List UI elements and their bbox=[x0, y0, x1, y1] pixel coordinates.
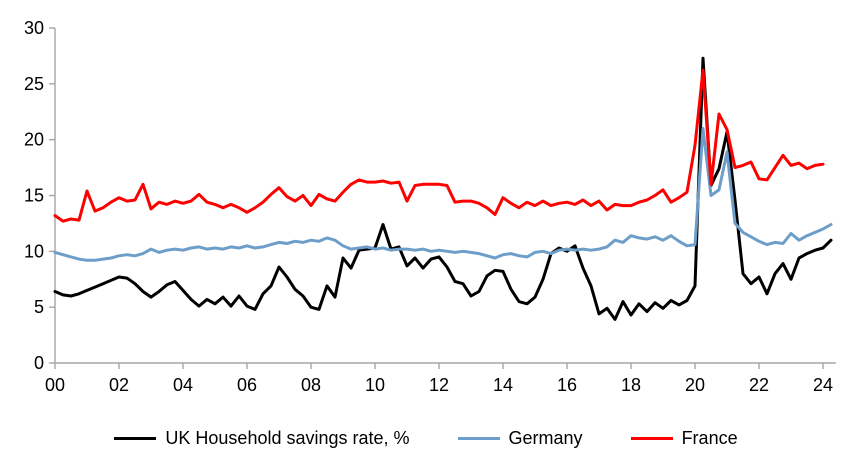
x-tick-label: 02 bbox=[109, 375, 129, 395]
x-tick-label: 24 bbox=[813, 375, 833, 395]
x-tick-label: 14 bbox=[493, 375, 513, 395]
series-line-0 bbox=[53, 56, 833, 321]
y-tick-label: 5 bbox=[34, 297, 44, 317]
legend-item-france: France bbox=[630, 428, 738, 449]
y-tick-label: 10 bbox=[24, 241, 44, 261]
x-tick-label: 22 bbox=[749, 375, 769, 395]
x-tick-label: 04 bbox=[173, 375, 193, 395]
x-tick-label: 06 bbox=[237, 375, 257, 395]
x-tick-label: 18 bbox=[621, 375, 641, 395]
y-tick-label: 15 bbox=[24, 186, 44, 206]
y-tick-label: 0 bbox=[34, 353, 44, 373]
legend-label-uk: UK Household savings rate, % bbox=[165, 428, 410, 448]
x-tick-label: 10 bbox=[365, 375, 385, 395]
series-line-1 bbox=[53, 127, 833, 262]
x-tick-label: 00 bbox=[45, 375, 65, 395]
legend-label-france: France bbox=[681, 428, 738, 448]
x-tick-label: 12 bbox=[429, 375, 449, 395]
x-tick-label: 20 bbox=[685, 375, 705, 395]
x-tick-label: 16 bbox=[557, 375, 577, 395]
legend-item-uk: UK Household savings rate, % bbox=[114, 428, 410, 449]
legend-label-germany: Germany bbox=[508, 428, 583, 448]
y-tick-label: 30 bbox=[24, 18, 44, 38]
france-line-swatch bbox=[630, 437, 673, 440]
x-tick-label: 08 bbox=[301, 375, 321, 395]
legend-item-germany: Germany bbox=[457, 428, 583, 449]
uk-line-swatch bbox=[114, 437, 157, 440]
y-tick-label: 25 bbox=[24, 74, 44, 94]
series-line-2 bbox=[53, 68, 825, 223]
germany-line-swatch bbox=[457, 437, 500, 440]
chart-legend: UK Household savings rate, % Germany Fra… bbox=[0, 428, 852, 449]
y-tick-label: 20 bbox=[24, 130, 44, 150]
